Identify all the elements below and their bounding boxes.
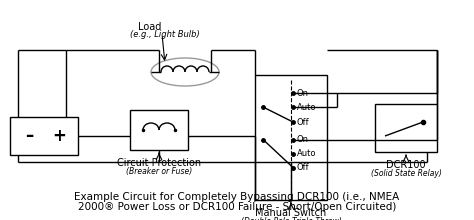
Text: Auto: Auto [297, 103, 317, 112]
Bar [255, 75, 327, 200]
Text: On: On [297, 135, 309, 144]
Text: +: + [52, 127, 66, 145]
Text: Circuit Protection: Circuit Protection [117, 158, 201, 168]
Text: (e.g., Light Bulb): (e.g., Light Bulb) [130, 30, 200, 39]
Text: Example Circuit for Completely Bypassing DCR100 (i.e., NMEA: Example Circuit for Completely Bypassing… [74, 192, 400, 202]
Text: (Breaker or Fuse): (Breaker or Fuse) [126, 167, 192, 176]
Text: Manual Switch: Manual Switch [255, 208, 327, 218]
Text: (Double Pole Triple Throw): (Double Pole Triple Throw) [241, 217, 341, 220]
Bar [10, 117, 78, 155]
Text: –: – [25, 127, 33, 145]
Text: Off: Off [297, 117, 310, 126]
Bar [130, 110, 188, 150]
Text: On: On [297, 88, 309, 97]
Text: DCR100: DCR100 [386, 160, 426, 170]
Text: Auto: Auto [297, 149, 317, 158]
Text: Load: Load [138, 22, 161, 32]
Text: 2000® Power Loss or DCR100 Failure - Short/Open Circuited): 2000® Power Loss or DCR100 Failure - Sho… [78, 202, 396, 212]
Bar [375, 104, 437, 152]
Text: (Solid State Relay): (Solid State Relay) [371, 169, 441, 178]
Text: Off: Off [297, 163, 310, 172]
